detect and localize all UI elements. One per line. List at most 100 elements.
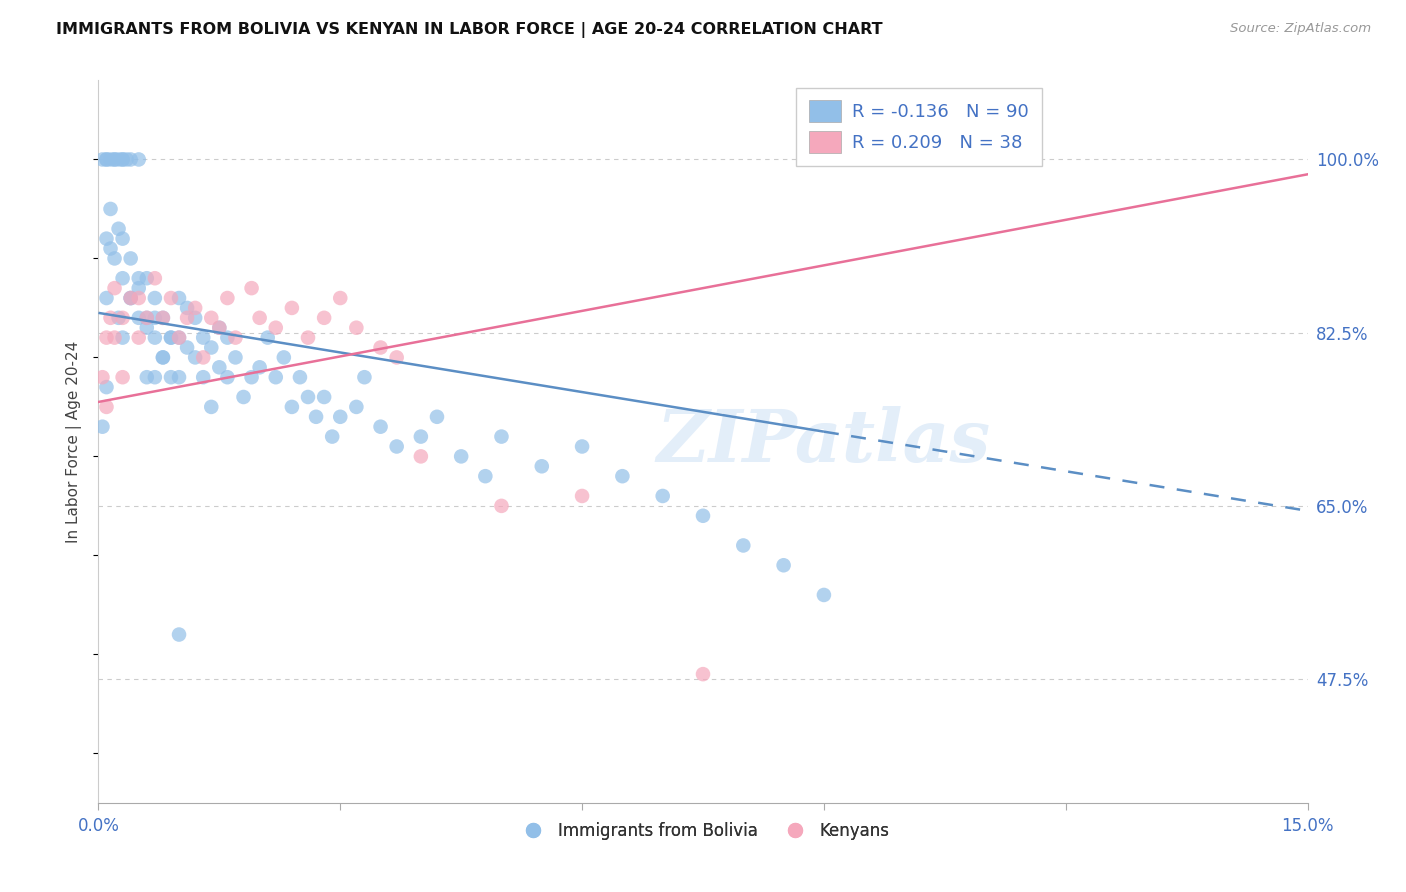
- Point: [208, 320, 231, 334]
- Point: [96, 153, 118, 167]
- Point: [288, 370, 311, 384]
- Point: [128, 153, 150, 167]
- Point: [344, 400, 367, 414]
- Point: [240, 370, 263, 384]
- Point: [385, 351, 408, 365]
- Point: [135, 310, 157, 325]
- Point: [103, 330, 125, 344]
- Point: [128, 271, 150, 285]
- Point: [143, 330, 166, 344]
- Point: [200, 400, 222, 414]
- Point: [193, 370, 215, 384]
- Point: [314, 390, 336, 404]
- Point: [120, 291, 142, 305]
- Point: [208, 360, 231, 375]
- Point: [200, 310, 222, 325]
- Point: [91, 370, 114, 384]
- Point: [224, 351, 246, 365]
- Point: [107, 310, 129, 325]
- Point: [772, 558, 794, 573]
- Point: [692, 667, 714, 681]
- Point: [152, 310, 174, 325]
- Point: [128, 330, 150, 344]
- Point: [329, 409, 352, 424]
- Point: [115, 153, 138, 167]
- Point: [96, 232, 118, 246]
- Point: [491, 429, 513, 443]
- Point: [100, 310, 122, 325]
- Point: [249, 310, 271, 325]
- Point: [385, 440, 408, 454]
- Point: [184, 310, 207, 325]
- Point: [111, 330, 134, 344]
- Point: [91, 419, 114, 434]
- Point: [692, 508, 714, 523]
- Point: [217, 370, 239, 384]
- Point: [143, 291, 166, 305]
- Point: [128, 310, 150, 325]
- Point: [370, 341, 392, 355]
- Point: [240, 281, 263, 295]
- Y-axis label: In Labor Force | Age 20-24: In Labor Force | Age 20-24: [66, 341, 83, 542]
- Point: [160, 330, 183, 344]
- Point: [152, 351, 174, 365]
- Point: [733, 539, 755, 553]
- Point: [135, 370, 157, 384]
- Point: [96, 291, 118, 305]
- Point: [184, 351, 207, 365]
- Point: [281, 301, 304, 315]
- Point: [450, 450, 472, 464]
- Point: [96, 380, 118, 394]
- Text: ZIPatlas: ZIPatlas: [657, 406, 991, 477]
- Point: [264, 320, 287, 334]
- Point: [193, 351, 215, 365]
- Point: [128, 291, 150, 305]
- Point: [329, 291, 352, 305]
- Point: [120, 291, 142, 305]
- Point: [100, 202, 122, 216]
- Point: [111, 232, 134, 246]
- Point: [297, 390, 319, 404]
- Point: [120, 291, 142, 305]
- Point: [160, 330, 183, 344]
- Point: [297, 330, 319, 344]
- Point: [152, 310, 174, 325]
- Point: [96, 400, 118, 414]
- Text: Source: ZipAtlas.com: Source: ZipAtlas.com: [1230, 22, 1371, 36]
- Point: [120, 252, 142, 266]
- Point: [135, 271, 157, 285]
- Point: [103, 153, 125, 167]
- Point: [96, 330, 118, 344]
- Text: IMMIGRANTS FROM BOLIVIA VS KENYAN IN LABOR FORCE | AGE 20-24 CORRELATION CHART: IMMIGRANTS FROM BOLIVIA VS KENYAN IN LAB…: [56, 22, 883, 38]
- Point: [934, 153, 956, 167]
- Point: [152, 351, 174, 365]
- Point: [217, 330, 239, 344]
- Point: [167, 291, 190, 305]
- Point: [160, 370, 183, 384]
- Point: [530, 459, 553, 474]
- Point: [184, 301, 207, 315]
- Point: [167, 370, 190, 384]
- Point: [281, 400, 304, 414]
- Point: [571, 440, 593, 454]
- Point: [160, 291, 183, 305]
- Point: [167, 330, 190, 344]
- Point: [426, 409, 449, 424]
- Point: [103, 252, 125, 266]
- Point: [193, 330, 215, 344]
- Point: [176, 341, 198, 355]
- Point: [96, 153, 118, 167]
- Point: [107, 153, 129, 167]
- Legend: Immigrants from Bolivia, Kenyans: Immigrants from Bolivia, Kenyans: [512, 817, 894, 845]
- Point: [217, 291, 239, 305]
- Point: [353, 370, 375, 384]
- Point: [128, 281, 150, 295]
- Point: [409, 450, 432, 464]
- Point: [176, 310, 198, 325]
- Point: [224, 330, 246, 344]
- Point: [111, 153, 134, 167]
- Point: [167, 627, 190, 641]
- Point: [249, 360, 271, 375]
- Point: [143, 370, 166, 384]
- Point: [120, 153, 142, 167]
